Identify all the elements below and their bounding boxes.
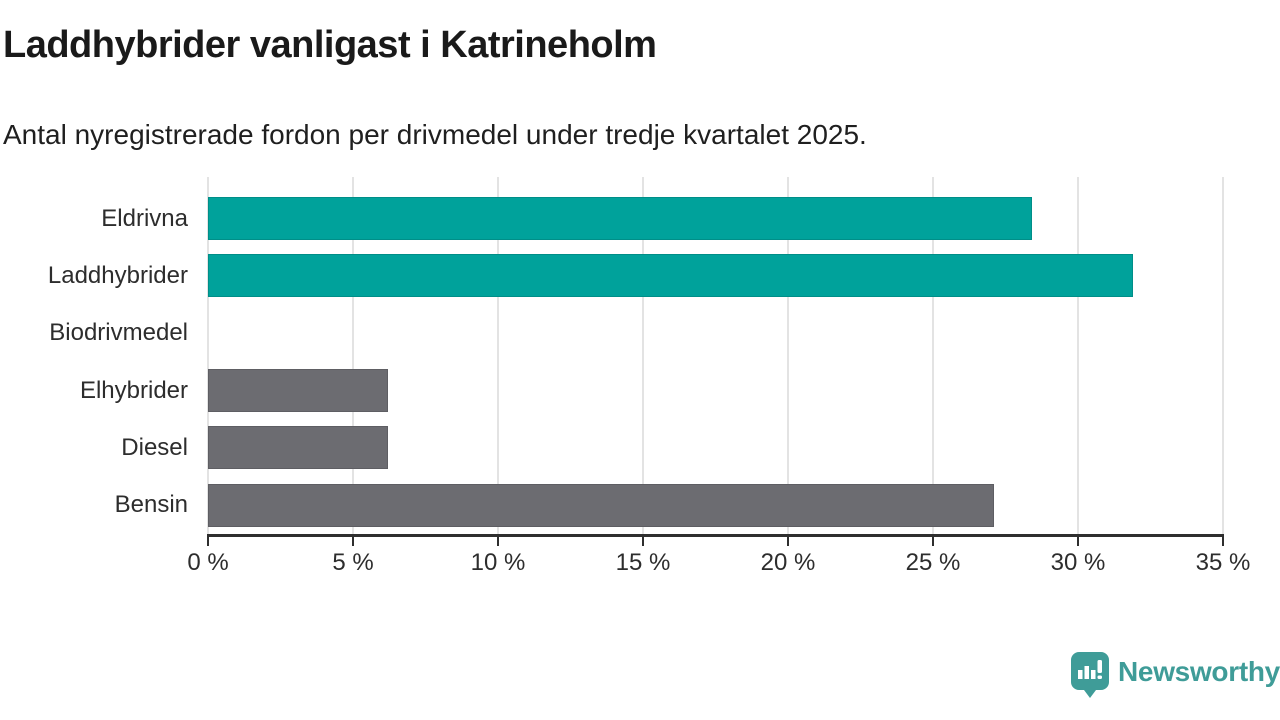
bar-track [208, 254, 1223, 298]
axis-tick [497, 537, 499, 546]
bar-track [208, 369, 1223, 413]
bar-row: Eldrivna [101, 190, 1223, 247]
axis-tick [1222, 537, 1224, 546]
bar-row: Bensin [115, 477, 1223, 534]
plot-area [207, 177, 1224, 535]
axis-tick [642, 537, 644, 546]
category-label: Diesel [121, 433, 188, 461]
bar-elhybrider[interactable] [208, 369, 388, 413]
category-label: Biodrivmedel [49, 319, 188, 347]
axis-tick-label: 25 % [905, 549, 961, 576]
gridline [207, 177, 209, 535]
brand-name: Newsworthy [1118, 656, 1280, 687]
axis-tick [787, 537, 789, 546]
axis-tick-label: 35 % [1195, 549, 1251, 576]
axis-tick-label: 30 % [1050, 549, 1106, 576]
x-axis-line [207, 534, 1224, 537]
axis-tick-label: 20 % [760, 549, 816, 576]
gridline [642, 177, 644, 535]
chart-title: Laddhybrider vanligast i Katrineholm [3, 24, 657, 66]
axis-tick-label: 15 % [615, 549, 671, 576]
gridline [787, 177, 789, 535]
bar-track [208, 426, 1223, 470]
axis-tick [207, 537, 209, 546]
bar-bensin[interactable] [208, 483, 994, 527]
gridline [1077, 177, 1079, 535]
category-label: Eldrivna [101, 204, 188, 232]
chart-subtitle: Antal nyregistrerade fordon per drivmede… [3, 119, 867, 150]
bar-track [208, 483, 1223, 527]
gridline [352, 177, 354, 535]
bar-row: Laddhybrider [48, 247, 1223, 304]
bar-eldrivna[interactable] [208, 197, 1032, 241]
gridline [1222, 177, 1224, 535]
bar-track [208, 197, 1223, 241]
axis-tick-label: 5 % [332, 549, 374, 576]
gridline [932, 177, 934, 535]
axis-tick-label: 0 % [187, 549, 229, 576]
axis-tick [1077, 537, 1079, 546]
brand-logo[interactable]: Newsworthy [1070, 651, 1280, 701]
bar-track [208, 312, 1223, 355]
bar-row: Elhybrider [80, 362, 1223, 419]
gridline [497, 177, 499, 535]
bar-row: Diesel [121, 419, 1223, 476]
bar-row: Biodrivmedel [49, 305, 1223, 362]
bar-laddhybrider[interactable] [208, 254, 1134, 298]
bar-diesel[interactable] [208, 426, 388, 470]
axis-tick-label: 10 % [470, 549, 526, 576]
newsworthy-speech-bubble-bar-chart-icon [1071, 652, 1109, 698]
bar-rows: Eldrivna Laddhybrider Biodrivmedel Elhyb… [48, 190, 1223, 534]
axis-tick [932, 537, 934, 546]
category-label: Bensin [114, 491, 188, 519]
category-label: Laddhybrider [47, 261, 188, 289]
axis-tick [352, 537, 354, 546]
category-label: Elhybrider [79, 376, 188, 404]
